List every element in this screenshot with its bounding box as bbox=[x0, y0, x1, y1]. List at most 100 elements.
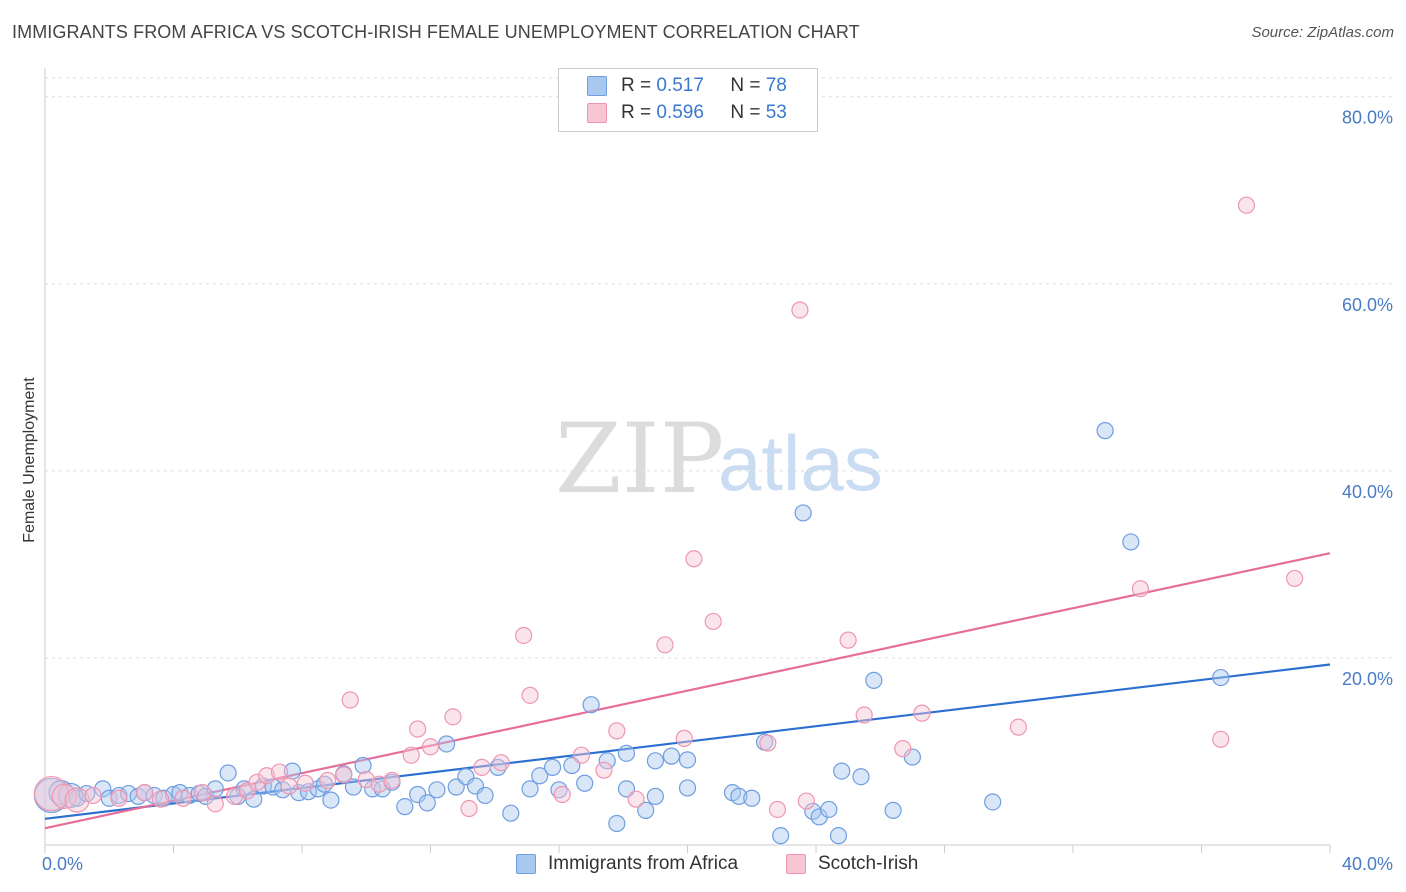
point-africa bbox=[1096, 422, 1114, 440]
axes bbox=[44, 68, 1331, 853]
point-africa bbox=[344, 778, 362, 796]
point-africa bbox=[322, 791, 340, 809]
point-africa bbox=[550, 781, 568, 799]
legend-n-label: N = bbox=[730, 75, 761, 96]
source-label: Source: ZipAtlas.com bbox=[1251, 24, 1394, 41]
point-africa bbox=[884, 801, 902, 819]
point-scotch-irish bbox=[248, 773, 266, 791]
tick-labels: 20.0% 40.0% 60.0% 80.0% 0.0% 40.0% bbox=[42, 108, 1393, 874]
point-africa bbox=[662, 747, 681, 765]
point-scotch-irish bbox=[370, 775, 388, 793]
point-scotch-irish bbox=[444, 708, 462, 726]
point-scotch-irish bbox=[174, 789, 192, 807]
point-africa bbox=[730, 787, 748, 805]
point-africa bbox=[833, 762, 851, 780]
legend-r-label: R = bbox=[621, 102, 652, 123]
point-scotch-irish bbox=[685, 550, 703, 568]
point-scotch-irish bbox=[855, 706, 873, 724]
point-africa bbox=[598, 752, 616, 770]
point-scotch-irish bbox=[270, 763, 289, 781]
point-scotch-irish bbox=[206, 795, 224, 813]
point-africa bbox=[829, 827, 848, 845]
bottom-legend-swatch-scotch-irish bbox=[786, 854, 806, 874]
point-africa bbox=[865, 671, 883, 689]
point-africa bbox=[617, 744, 636, 762]
point-africa bbox=[576, 774, 594, 792]
point-scotch-irish bbox=[656, 636, 674, 654]
point-africa bbox=[476, 786, 494, 805]
point-scotch-irish bbox=[627, 790, 645, 808]
point-scotch-irish bbox=[791, 301, 809, 319]
point-scotch-irish bbox=[421, 738, 440, 756]
point-africa bbox=[428, 781, 446, 799]
point-scotch-irish bbox=[341, 691, 359, 709]
point-scotch-irish bbox=[797, 792, 815, 810]
watermark-atlas: atlas bbox=[718, 419, 883, 507]
point-africa bbox=[984, 793, 1002, 811]
point-africa bbox=[502, 804, 520, 822]
point-scotch-irish bbox=[894, 740, 912, 758]
legend-r-value: 0.596 bbox=[656, 102, 704, 123]
point-scotch-irish bbox=[553, 785, 571, 804]
legend-n-label: N = bbox=[730, 102, 761, 123]
legend-n-value: 78 bbox=[765, 75, 787, 96]
watermark-zip: ZIP bbox=[555, 403, 724, 515]
point-africa bbox=[743, 789, 761, 807]
point-africa bbox=[608, 814, 626, 833]
point-scotch-irish bbox=[1212, 730, 1230, 748]
point-scotch-irish bbox=[296, 774, 314, 792]
point-africa bbox=[543, 758, 562, 776]
point-scotch-irish bbox=[768, 800, 787, 819]
y-tick-label: 20.0% bbox=[1342, 669, 1393, 689]
point-africa bbox=[852, 768, 870, 786]
point-africa bbox=[354, 756, 372, 775]
point-scotch-irish bbox=[1009, 718, 1027, 736]
point-scotch-irish bbox=[193, 784, 212, 802]
point-scotch-irish bbox=[357, 770, 375, 789]
legend-swatch-africa bbox=[587, 76, 607, 96]
bottom-legend-swatch-africa bbox=[516, 854, 536, 874]
y-axis-label: Female Unemployment bbox=[21, 377, 38, 543]
bottom-legend-scotch-irish: Scotch-Irish bbox=[786, 850, 918, 878]
point-africa bbox=[437, 735, 456, 753]
point-africa bbox=[521, 780, 539, 798]
point-africa bbox=[396, 798, 414, 816]
point-africa bbox=[678, 751, 697, 769]
point-scotch-irish bbox=[595, 761, 613, 779]
watermark: ZIP atlas bbox=[555, 403, 883, 515]
legend-swatch-scotch-irish bbox=[587, 103, 607, 123]
point-scotch-irish bbox=[335, 766, 353, 784]
point-africa bbox=[772, 827, 790, 845]
x-tick-label: 0.0% bbox=[42, 854, 83, 874]
point-scotch-irish bbox=[460, 799, 478, 818]
legend-r-value: 0.517 bbox=[656, 75, 704, 96]
point-africa bbox=[219, 764, 237, 782]
point-scotch-irish bbox=[409, 720, 427, 738]
point-africa bbox=[1212, 668, 1230, 687]
point-scotch-irish bbox=[280, 777, 298, 795]
point-scotch-irish bbox=[608, 722, 626, 740]
data-points bbox=[33, 196, 1304, 845]
legend-text-scotch-irish: R = 0.596 N = 53 bbox=[621, 102, 787, 124]
legend-r-label: R = bbox=[621, 75, 652, 96]
point-scotch-irish bbox=[402, 746, 420, 764]
bottom-legend-label-scotch-irish: Scotch-Irish bbox=[818, 853, 919, 874]
y-tick-label: 40.0% bbox=[1342, 482, 1393, 502]
legend-text-africa: R = 0.517 N = 78 bbox=[621, 75, 787, 97]
bottom-legend-africa: Immigrants from Africa bbox=[516, 850, 738, 878]
grid-lines bbox=[45, 77, 1392, 659]
point-scotch-irish bbox=[1131, 580, 1150, 598]
point-scotch-irish bbox=[84, 786, 102, 805]
point-africa bbox=[646, 752, 664, 770]
x-tick-label: 40.0% bbox=[1342, 854, 1393, 874]
y-tick-label: 60.0% bbox=[1342, 295, 1393, 315]
point-scotch-irish bbox=[64, 787, 90, 813]
point-scotch-irish bbox=[473, 758, 491, 776]
chart-title: IMMIGRANTS FROM AFRICA VS SCOTCH-IRISH F… bbox=[12, 22, 860, 42]
point-africa bbox=[531, 767, 549, 785]
point-africa bbox=[637, 801, 655, 819]
bottom-legend-label-africa: Immigrants from Africa bbox=[548, 853, 739, 874]
point-scotch-irish bbox=[1286, 569, 1304, 588]
point-scotch-irish bbox=[319, 771, 337, 790]
